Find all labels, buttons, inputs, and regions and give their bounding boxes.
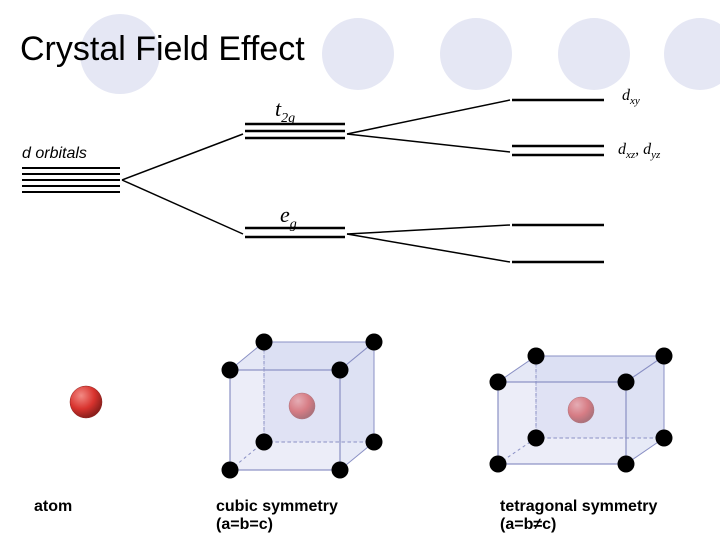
tet-text: tetragonal symmetry bbox=[500, 498, 657, 515]
cubic-label: cubic symmetry (a=b=c) bbox=[216, 498, 338, 534]
svg-text:dxz, dyz: dxz, dyz bbox=[618, 141, 661, 161]
tetragonal-label: tetragonal symmetry (a=b≠c) bbox=[500, 498, 657, 534]
d-orbitals-label: d orbitals bbox=[22, 145, 87, 163]
atom-text: atom bbox=[34, 498, 72, 515]
cubic-cond: (a=b=c) bbox=[216, 516, 273, 533]
d-orbitals-text: d orbitals bbox=[22, 145, 87, 162]
svg-text:dxy: dxy bbox=[622, 87, 640, 107]
page-title: Crystal Field Effect bbox=[20, 30, 305, 69]
atom-label: atom bbox=[34, 498, 72, 516]
tet-cond: (a=b≠c) bbox=[500, 516, 556, 533]
crystal-field-diagram: t2gegdxydxz, dyz bbox=[0, 0, 720, 540]
svg-text:t2g: t2g bbox=[275, 96, 295, 126]
cubic-text: cubic symmetry bbox=[216, 498, 338, 515]
